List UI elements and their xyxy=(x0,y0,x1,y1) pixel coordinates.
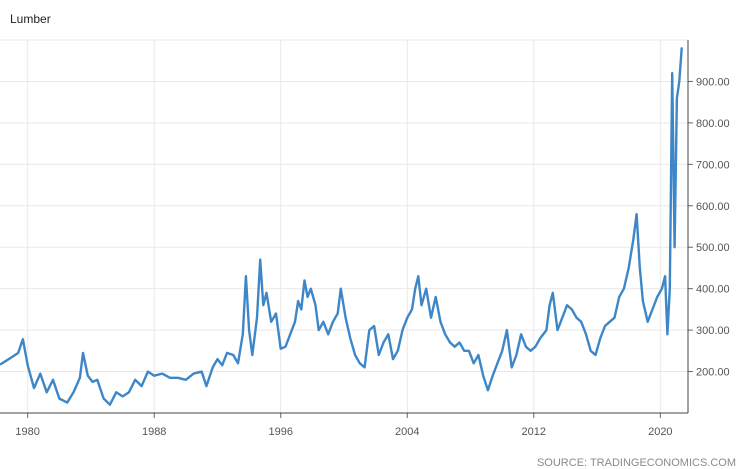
x-tick-label-1980: 1980 xyxy=(15,426,39,438)
grid-layer xyxy=(0,39,688,413)
x-tick-label-2004: 2004 xyxy=(395,426,419,438)
x-tick-label-2020: 2020 xyxy=(648,426,672,438)
y-tick-label-800.00: 800.00 xyxy=(696,118,730,130)
y-tick-label-700.00: 700.00 xyxy=(696,159,730,171)
x-tick-label-1996: 1996 xyxy=(268,426,292,438)
x-tick-label-2012: 2012 xyxy=(522,426,546,438)
x-axis: 1980 1988 1996 2004 2012 2020 xyxy=(0,412,688,438)
source-label: SOURCE: TRADINGECONOMICS.COM xyxy=(536,457,736,469)
x-tick-label-1988: 1988 xyxy=(142,426,166,438)
y-axis: 200.00 300.00 400.00 500.00 600.00 700.00 800.… xyxy=(687,40,730,413)
y-tick-label-400.00: 400.00 xyxy=(696,284,730,296)
chart-title: Lumber xyxy=(10,12,51,26)
series-line-lumber xyxy=(0,47,683,406)
y-tick-label-500.00: 500.00 xyxy=(696,242,730,254)
y-tick-label-900.00: 900.00 xyxy=(696,76,730,88)
y-tick-label-600.00: 600.00 xyxy=(696,201,730,213)
y-tick-label-300.00: 300.00 xyxy=(696,325,730,337)
y-tick-label-200.00: 200.00 xyxy=(696,367,730,379)
